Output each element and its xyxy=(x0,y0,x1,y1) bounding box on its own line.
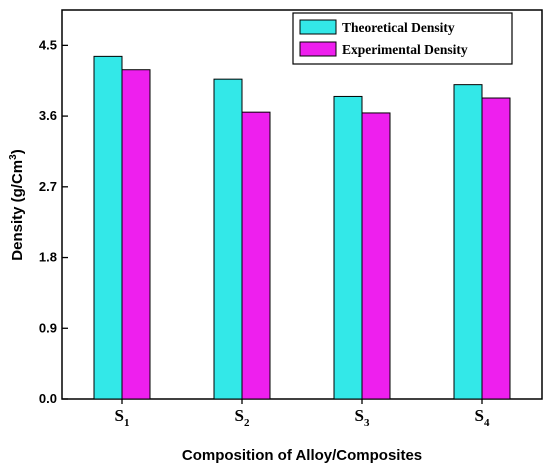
legend-label-theoretical: Theoretical Density xyxy=(342,20,455,35)
legend-label-experimental: Experimental Density xyxy=(342,42,468,57)
bar-theoretical-3 xyxy=(333,95,363,400)
y-axis-title-main: Density (g/Cm xyxy=(9,160,26,261)
legend-swatch-experimental xyxy=(299,41,337,57)
x-category-sub: 4 xyxy=(484,417,490,429)
x-axis-ticks: S1 S2 S3 S4 xyxy=(115,399,490,429)
x-category-sub: 3 xyxy=(364,417,370,429)
x-axis-title: Composition of Alloy/Composites xyxy=(182,447,422,464)
y-axis-title-sup: 3 xyxy=(8,154,19,160)
x-category-sub: 1 xyxy=(124,417,130,429)
bar-experimental-4 xyxy=(481,97,511,400)
y-tick-label: 2.7 xyxy=(39,179,57,194)
bars-group xyxy=(93,55,511,400)
legend-swatch-theoretical xyxy=(299,19,337,35)
y-tick-label: 4.5 xyxy=(39,37,57,52)
bar-theoretical-4 xyxy=(453,84,483,400)
legend: Theoretical Density Experimental Density xyxy=(292,12,513,65)
x-category-label: S4 xyxy=(475,406,490,429)
x-category-label: S2 xyxy=(235,406,250,429)
y-tick-label: 1.8 xyxy=(39,250,57,265)
bar-experimental-2 xyxy=(241,111,271,400)
bar-theoretical-2 xyxy=(213,78,243,400)
y-tick-label: 0.0 xyxy=(39,391,57,406)
y-axis-title: Density (g/Cm3) xyxy=(8,149,26,260)
x-category-label: S3 xyxy=(355,406,370,429)
y-tick-label: 3.6 xyxy=(39,108,57,123)
x-category-sub: 2 xyxy=(244,417,250,429)
bar-experimental-3 xyxy=(361,112,391,400)
y-axis-ticks: 0.0 0.9 1.8 2.7 3.6 4.5 xyxy=(39,37,68,406)
y-axis-title-close: ) xyxy=(9,149,26,154)
x-category-label: S1 xyxy=(115,406,130,429)
x-category-base: S xyxy=(115,406,124,425)
x-category-base: S xyxy=(235,406,244,425)
bar-experimental-1 xyxy=(121,69,151,400)
y-tick-label: 0.9 xyxy=(39,320,57,335)
x-category-base: S xyxy=(475,406,484,425)
x-category-base: S xyxy=(355,406,364,425)
bar-theoretical-1 xyxy=(93,55,123,400)
